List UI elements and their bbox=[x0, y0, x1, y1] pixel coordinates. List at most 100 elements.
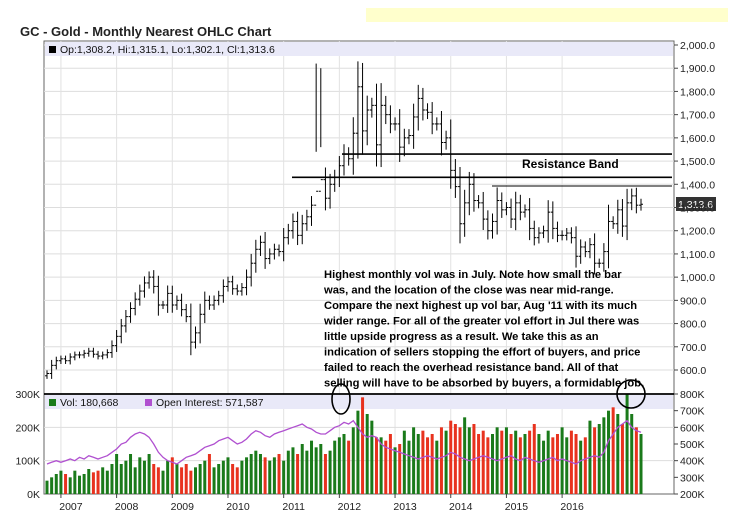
annotation-note-line: failed to reach the overhead resistance … bbox=[324, 362, 619, 374]
volume-bar bbox=[546, 430, 550, 494]
year-tick-label: 2007 bbox=[59, 501, 83, 513]
ohlc-bar bbox=[550, 201, 555, 240]
volume-tick-label: 100K bbox=[15, 456, 40, 468]
volume-bar bbox=[64, 474, 68, 494]
volume-bar bbox=[421, 430, 425, 494]
ohlc-bar bbox=[379, 83, 384, 168]
volume-bar bbox=[537, 434, 541, 494]
ohlc-bar bbox=[601, 243, 606, 272]
ohlc-bar bbox=[133, 292, 138, 316]
volume-bar bbox=[630, 414, 634, 494]
price-tick-label: 1,300.0 bbox=[680, 203, 715, 215]
ohlc-bar bbox=[574, 226, 579, 268]
ohlc-bar bbox=[365, 95, 370, 146]
price-legend: Op:1,308.2, Hi:1,315.1, Lo:1,302.1, Cl:1… bbox=[60, 44, 275, 56]
oi-tick-label: 300K bbox=[680, 472, 705, 484]
ohlc-bar bbox=[434, 117, 439, 131]
ohlc-bar bbox=[471, 173, 476, 212]
ohlc-bar bbox=[355, 61, 360, 159]
top-status-bar bbox=[366, 8, 728, 22]
price-axis-ticks: 600.0 700.0 800.0 900.0 1,000.0 1,100.0 1,200.… bbox=[674, 40, 715, 377]
volume-bar bbox=[282, 460, 286, 494]
ohlc-bar bbox=[295, 211, 300, 246]
volume-bar bbox=[337, 437, 341, 494]
volume-bar bbox=[152, 464, 156, 494]
volume-bar bbox=[96, 470, 100, 494]
volume-bar bbox=[310, 440, 314, 494]
ohlc-bar bbox=[174, 295, 179, 310]
volume-bar bbox=[314, 447, 318, 494]
ohlc-bar bbox=[393, 117, 398, 131]
year-tick-label: 2013 bbox=[393, 501, 417, 513]
ohlc-bar bbox=[592, 233, 597, 275]
ohlc-bar bbox=[615, 199, 620, 234]
ohlc-bar bbox=[425, 103, 430, 120]
volume-bar bbox=[207, 454, 211, 494]
annotation-note-line: Compare the next highest up vol bar, Aug… bbox=[324, 300, 637, 312]
volume-bar bbox=[393, 447, 397, 494]
price-tick-label: 1,200.0 bbox=[680, 226, 715, 238]
ohlc-bar bbox=[527, 198, 532, 241]
volume-bar bbox=[129, 454, 133, 494]
price-tick-label: 700.0 bbox=[680, 342, 706, 354]
ohlc-bar bbox=[620, 199, 625, 237]
ohlc-bar bbox=[499, 192, 504, 218]
volume-bar bbox=[398, 444, 402, 494]
volume-bar bbox=[73, 470, 77, 494]
volume-bar bbox=[481, 430, 485, 494]
ohlc-bar bbox=[105, 349, 110, 359]
oi-legend-swatch bbox=[145, 399, 152, 406]
ohlc-bar bbox=[481, 191, 486, 230]
ohlc-bar bbox=[467, 171, 472, 216]
volume-bar bbox=[203, 460, 207, 494]
volume-bar bbox=[370, 420, 374, 494]
ohlc-bar bbox=[128, 302, 133, 323]
price-tick-label: 1,400.0 bbox=[680, 179, 715, 191]
ohlc-bar bbox=[286, 223, 291, 245]
last-price-label: 1,313.6 bbox=[678, 199, 713, 211]
volume-bar bbox=[68, 477, 72, 494]
volume-bar bbox=[435, 440, 439, 494]
volume-bar bbox=[231, 464, 235, 494]
ohlc-bar bbox=[444, 130, 449, 150]
ohlc-bar bbox=[411, 103, 416, 149]
volume-bar bbox=[212, 467, 216, 494]
ohlc-bar bbox=[351, 117, 356, 175]
last-price-tag bbox=[676, 197, 716, 211]
ohlc-bar bbox=[239, 283, 244, 296]
ohlc-bar bbox=[304, 209, 309, 231]
volume-bar bbox=[402, 430, 406, 494]
annotation-note-line: selling will have to be absorbed by buye… bbox=[324, 378, 644, 390]
ohlc-bar bbox=[216, 290, 221, 306]
volume-bar bbox=[254, 450, 258, 494]
oi-legend: Open Interest: 571,587 bbox=[156, 397, 264, 409]
volume-bar bbox=[439, 427, 443, 494]
ohlc-bar bbox=[277, 244, 282, 257]
volume-bar bbox=[500, 430, 504, 494]
volume-bar bbox=[430, 434, 434, 494]
oi-tick-label: 400K bbox=[680, 456, 705, 468]
volume-bar bbox=[342, 434, 346, 494]
volume-bar bbox=[194, 467, 197, 494]
volume-bar bbox=[555, 434, 559, 494]
ohlc-bar bbox=[281, 228, 286, 262]
price-tick-label: 800.0 bbox=[680, 319, 706, 331]
volume-bar bbox=[184, 464, 188, 494]
oi-axis-right-ticks: 200K 300K 400K 500K 600K 700K 800K bbox=[674, 389, 705, 501]
vol-legend-swatch bbox=[49, 399, 56, 406]
annotation-note-line: wider range. For all of the greater vol … bbox=[323, 316, 639, 328]
ohlc-bars bbox=[45, 61, 643, 379]
ohlc-bar bbox=[541, 225, 546, 239]
ohlc-bar bbox=[323, 167, 328, 211]
annotation-note-line: Highest monthly vol was in July. Note ho… bbox=[324, 269, 622, 281]
ohlc-bar bbox=[49, 359, 54, 379]
open-interest-line bbox=[46, 419, 642, 465]
ohlc-bar bbox=[165, 285, 170, 313]
annotation-note-line: was, and the location of the close was n… bbox=[323, 285, 614, 297]
resistance-band-label: Resistance Band bbox=[522, 157, 619, 171]
volume-bar bbox=[426, 437, 430, 494]
ohlc-bar bbox=[188, 303, 193, 356]
volume-bar bbox=[388, 434, 392, 494]
volume-bar bbox=[449, 420, 453, 494]
ohlc-bar bbox=[587, 238, 592, 259]
